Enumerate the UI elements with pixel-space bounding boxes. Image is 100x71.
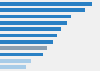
Bar [0, 14, 71, 18]
Bar [0, 27, 61, 31]
Bar [0, 53, 43, 57]
Bar [0, 34, 57, 37]
Bar [0, 2, 92, 6]
Bar [0, 46, 47, 50]
Bar [0, 21, 67, 25]
Bar [0, 65, 26, 69]
Bar [0, 8, 85, 12]
Bar [0, 40, 53, 44]
Bar [0, 59, 31, 63]
